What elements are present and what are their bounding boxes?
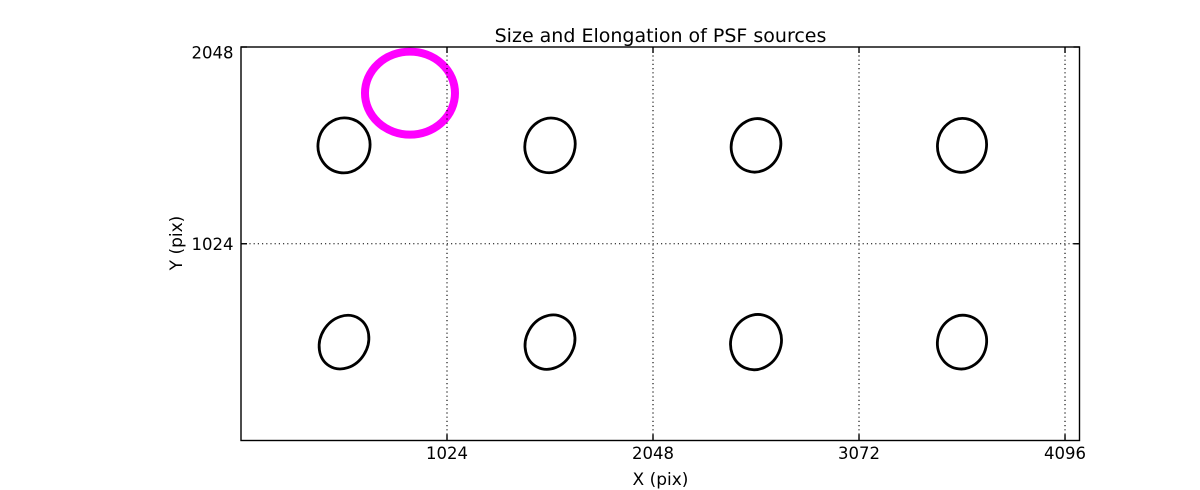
x-tick-label: 1024 — [426, 444, 468, 463]
psf-ellipse — [523, 313, 577, 371]
x-tick-label: 3072 — [838, 444, 880, 463]
y-tick-label: 1024 — [192, 235, 234, 254]
psf-ellipse — [317, 313, 371, 371]
axes-frame — [240, 46, 1081, 442]
x-tick-label: 4096 — [1044, 444, 1086, 463]
psf-ellipse — [936, 313, 989, 371]
x-tick-label: 2048 — [632, 444, 674, 463]
psf-ellipse — [523, 116, 577, 175]
y-tick-label: 2048 — [192, 44, 234, 63]
outlier-ellipse — [360, 47, 459, 139]
psf-ellipse — [316, 116, 372, 175]
chart-title: Size and Elongation of PSF sources — [494, 25, 827, 47]
psf-ellipse — [729, 313, 783, 372]
psf-ellipse — [729, 117, 783, 174]
x-axis-label: X (pix) — [632, 470, 689, 490]
psf-ellipse — [936, 117, 988, 174]
